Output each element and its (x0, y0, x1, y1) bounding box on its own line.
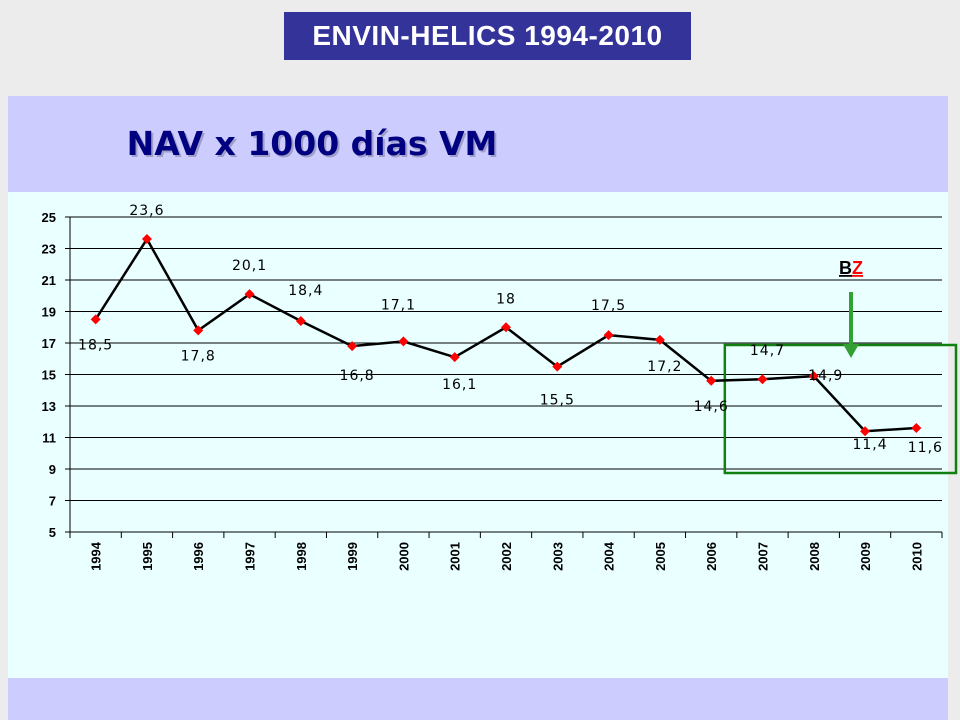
data-label: 11,4 (852, 437, 887, 453)
data-label: 18 (496, 291, 516, 307)
data-point (757, 374, 768, 385)
series-line (94, 236, 917, 433)
annotation-arrow-head (843, 344, 859, 358)
data-label: 16,1 (442, 377, 477, 393)
x-tick-label: 2001 (448, 542, 463, 571)
x-tick-label: 2002 (499, 542, 514, 571)
data-label: 16,8 (340, 368, 375, 384)
data-point (654, 334, 665, 345)
x-tick-label: 2000 (396, 542, 411, 571)
bz-annotation: BZ (839, 258, 863, 278)
data-point (347, 341, 358, 352)
data-label: 15,5 (540, 393, 575, 409)
y-tick-label: 25 (42, 210, 56, 225)
data-label: 11,6 (908, 440, 943, 456)
bz-letter-z: Z (852, 258, 863, 278)
y-tick-label: 9 (49, 462, 56, 477)
y-tick-label: 15 (42, 368, 56, 383)
x-tick-label: 1995 (140, 542, 155, 571)
data-point (706, 375, 717, 386)
y-tick-label: 13 (42, 399, 56, 414)
x-tick-label: 1998 (294, 542, 309, 571)
x-tick-label: 2010 (909, 542, 924, 571)
y-tick-label: 19 (42, 305, 56, 320)
data-point (398, 336, 409, 347)
data-label: 17,1 (381, 297, 416, 313)
x-tick-label: 1996 (191, 542, 206, 571)
data-label: 17,5 (591, 298, 626, 314)
data-label: 18,4 (288, 283, 323, 299)
report-banner: ENVIN-HELICS 1994-2010 (284, 12, 691, 60)
y-tick-label: 17 (42, 336, 56, 351)
y-tick-label: 23 (42, 242, 56, 257)
data-label: 17,2 (647, 359, 682, 375)
x-tick-label: 1999 (345, 542, 360, 571)
data-point (911, 423, 922, 434)
data-point (603, 330, 614, 341)
data-label: 20,1 (232, 258, 267, 274)
data-point (501, 322, 511, 333)
x-tick-label: 2006 (704, 542, 719, 571)
chart-title: NAV x 1000 días VM (126, 124, 498, 163)
x-tick-label: 2003 (550, 542, 565, 571)
x-tick-label: 2008 (807, 542, 822, 571)
x-tick-label: 2007 (755, 542, 770, 571)
data-point (808, 371, 819, 382)
y-tick-label: 7 (49, 494, 56, 509)
data-point (193, 325, 204, 336)
data-label: 14,7 (750, 343, 785, 359)
y-tick-label: 5 (49, 525, 56, 540)
x-tick-label: 2005 (653, 542, 668, 571)
bz-letter-b: B (839, 258, 852, 278)
data-point (244, 289, 255, 300)
data-label: 14,9 (808, 368, 843, 384)
data-point (449, 352, 460, 363)
y-tick-label: 11 (42, 431, 56, 446)
data-point (552, 361, 563, 372)
x-tick-label: 1997 (243, 542, 258, 571)
data-label: 17,8 (181, 348, 216, 364)
data-point (295, 315, 306, 326)
y-tick-label: 21 (42, 273, 56, 288)
x-tick-label: 1994 (89, 541, 104, 571)
x-tick-label: 2009 (858, 542, 873, 571)
highlight-box (723, 343, 958, 475)
data-label: 18,5 (78, 337, 113, 353)
data-point (141, 234, 152, 245)
data-label: 14,6 (694, 399, 729, 415)
x-tick-label: 2004 (602, 541, 617, 571)
data-label: 23,6 (129, 203, 164, 219)
data-point (860, 426, 871, 437)
data-point (90, 314, 101, 325)
